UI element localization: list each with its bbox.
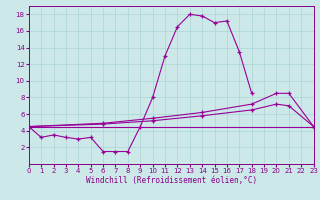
X-axis label: Windchill (Refroidissement éolien,°C): Windchill (Refroidissement éolien,°C) <box>86 176 257 185</box>
